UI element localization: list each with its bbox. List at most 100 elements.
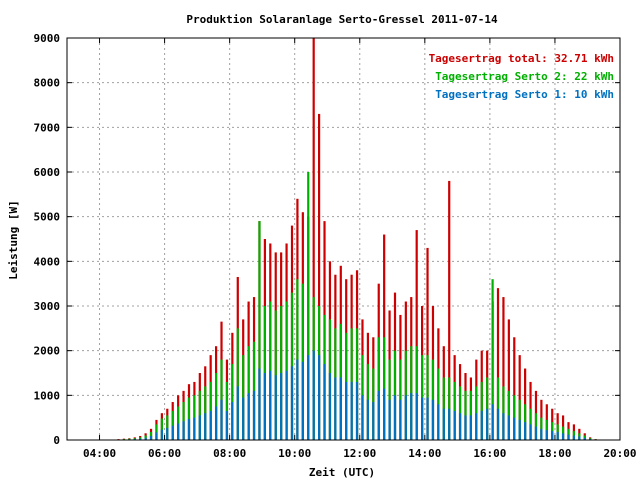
bar-serto1 xyxy=(225,410,229,440)
x-tick-label: 12:00 xyxy=(343,447,376,460)
series-serto1-bars xyxy=(111,350,597,440)
bar-serto2 xyxy=(529,408,532,440)
bar-serto1 xyxy=(296,359,299,440)
bar-serto1 xyxy=(393,395,397,440)
bar-serto1 xyxy=(242,397,245,440)
bar-serto1 xyxy=(475,413,478,440)
y-axis-label: Leistung [W] xyxy=(7,200,20,279)
bar-serto2 xyxy=(166,415,169,440)
bar-serto1 xyxy=(193,417,196,440)
bar-total xyxy=(518,355,521,440)
bar-serto1 xyxy=(496,408,500,440)
bar-serto2 xyxy=(589,438,592,440)
y-tick-label: 1000 xyxy=(34,389,61,402)
bar-serto2 xyxy=(171,410,174,440)
bar-serto1 xyxy=(198,415,201,440)
bar-serto1 xyxy=(524,422,527,440)
bar-serto2 xyxy=(133,438,136,440)
x-tick-label: 04:00 xyxy=(83,447,116,460)
legend-entry-serto2: Tagesertrag Serto 2: 22 kWh xyxy=(435,70,614,83)
bar-total xyxy=(383,234,386,440)
bar-serto2 xyxy=(193,395,196,440)
bar-serto1 xyxy=(507,415,510,440)
bar-serto1 xyxy=(290,366,294,440)
bar-serto1 xyxy=(139,438,142,440)
bar-serto1 xyxy=(355,381,359,440)
bar-serto2 xyxy=(421,355,424,440)
bar-total xyxy=(415,230,418,440)
bar-serto1 xyxy=(204,413,207,440)
x-tick-label: 16:00 xyxy=(473,447,506,460)
bar-serto1 xyxy=(366,399,369,440)
bar-serto2 xyxy=(285,301,288,440)
bar-serto2 xyxy=(377,337,380,440)
y-tick-label: 9000 xyxy=(34,32,61,45)
bar-serto2 xyxy=(567,428,570,440)
bar-total xyxy=(448,180,451,440)
bar-serto2 xyxy=(437,368,440,440)
bar-serto1 xyxy=(534,426,538,440)
bar-total xyxy=(513,337,516,440)
bar-serto1 xyxy=(426,397,429,440)
bar-total xyxy=(507,319,510,440)
bar-serto1 xyxy=(486,408,489,440)
bar-serto1 xyxy=(578,436,581,440)
x-tick-label: 08:00 xyxy=(213,447,246,460)
x-tick-label: 18:00 xyxy=(538,447,571,460)
bar-total xyxy=(312,38,315,440)
bar-serto1 xyxy=(171,425,174,440)
bar-serto2 xyxy=(160,418,163,440)
bar-total xyxy=(496,288,500,440)
bar-serto1 xyxy=(301,361,304,440)
bar-serto1 xyxy=(247,393,250,440)
bar-serto1 xyxy=(377,390,380,440)
legend-entry-serto1: Tagesertrag Serto 1: 10 kWh xyxy=(435,88,614,101)
x-tick-label: 20:00 xyxy=(603,447,636,460)
bar-serto1 xyxy=(149,435,153,440)
x-tick-label: 06:00 xyxy=(148,447,181,460)
bar-serto1 xyxy=(160,429,163,440)
bar-serto1 xyxy=(285,370,288,440)
bar-serto1 xyxy=(572,435,576,440)
bar-serto1 xyxy=(458,413,462,440)
bar-serto1 xyxy=(513,417,516,440)
bar-serto1 xyxy=(480,410,483,440)
bar-serto1 xyxy=(328,373,332,440)
legend-entry-total: Tagesertrag total: 32.71 kWh xyxy=(429,52,614,65)
bar-serto1 xyxy=(448,408,451,440)
y-tick-label: 7000 xyxy=(34,121,61,134)
bar-serto1 xyxy=(518,419,521,440)
bar-serto1 xyxy=(307,355,310,440)
bar-serto2 xyxy=(551,422,554,440)
bar-serto1 xyxy=(345,381,348,440)
bar-serto1 xyxy=(583,437,586,440)
x-axis-label: Zeit (UTC) xyxy=(309,466,375,479)
bar-serto1 xyxy=(410,393,413,440)
legend: Tagesertrag total: 32.71 kWh Tagesertrag … xyxy=(429,52,614,101)
y-tick-label: 8000 xyxy=(34,77,61,90)
bar-serto2 xyxy=(545,419,548,440)
bar-serto2 xyxy=(236,328,239,440)
bar-serto1 xyxy=(361,395,364,440)
bar-serto1 xyxy=(421,397,424,440)
bar-serto1 xyxy=(214,406,218,440)
bar-serto1 xyxy=(545,430,548,440)
bar-serto1 xyxy=(529,424,532,440)
bar-serto1 xyxy=(252,390,256,440)
plot-frame xyxy=(66,37,621,441)
bar-serto1 xyxy=(431,399,435,440)
x-tick-label: 10:00 xyxy=(278,447,311,460)
bar-serto2 xyxy=(187,397,191,440)
bar-serto1 xyxy=(399,399,402,440)
bar-serto2 xyxy=(225,381,229,440)
bar-serto2 xyxy=(269,301,272,440)
bar-serto2 xyxy=(513,395,516,440)
bar-serto2 xyxy=(491,279,494,440)
bar-serto2 xyxy=(209,381,212,440)
bar-serto1 xyxy=(567,434,570,440)
y-tick-label: 4000 xyxy=(34,255,61,268)
bar-serto2 xyxy=(480,381,483,440)
bar-serto1 xyxy=(350,381,353,440)
bar-serto1 xyxy=(187,419,191,440)
